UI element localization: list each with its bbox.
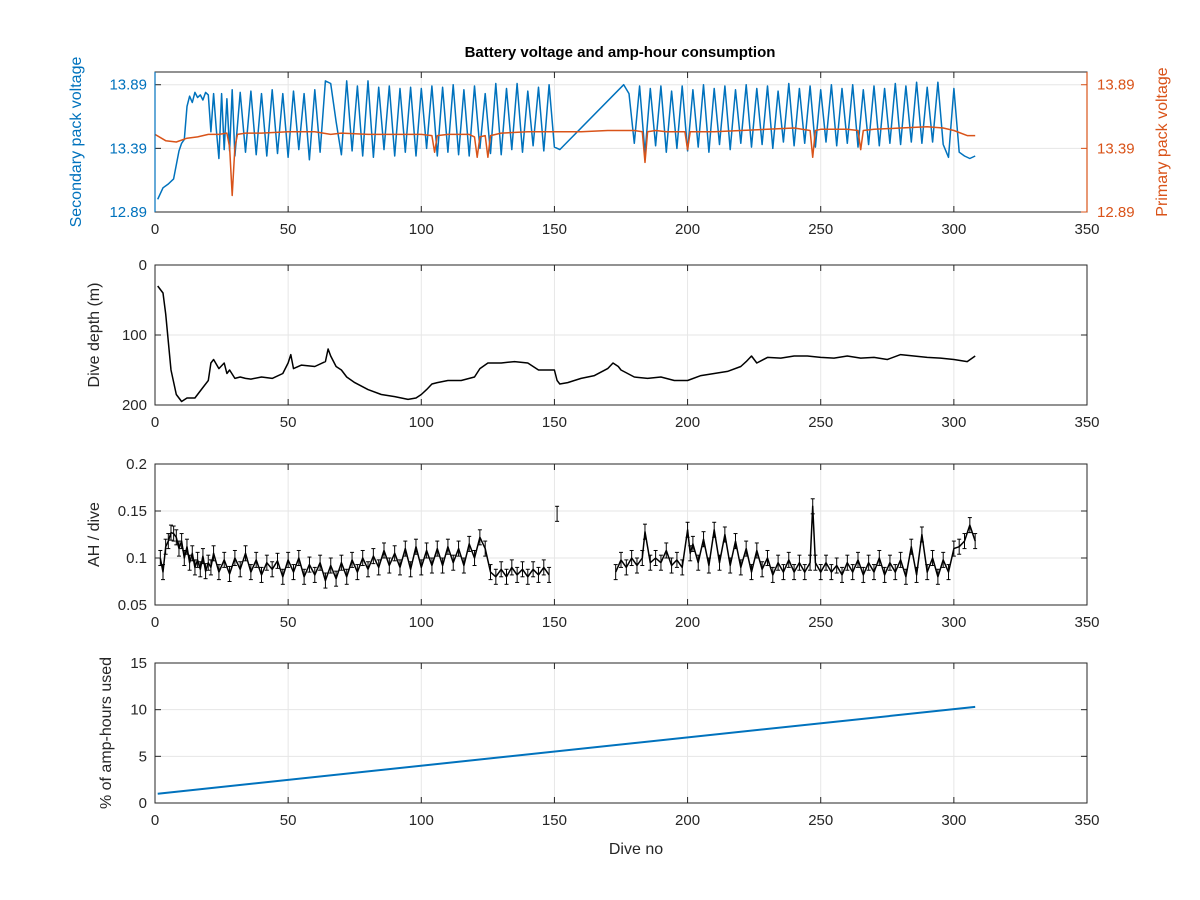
y-tick-label: 12.89 [109, 204, 147, 221]
x-tick-label: 350 [1074, 812, 1099, 829]
x-tick-label: 350 [1074, 414, 1099, 431]
x-tick-label: 100 [409, 812, 434, 829]
chart-title: Battery voltage and amp-hour consumption [465, 44, 776, 61]
x-tick-label: 150 [542, 221, 567, 238]
x-tick-label: 250 [808, 221, 833, 238]
plot-area [155, 663, 1087, 803]
subplots: 0 50 100 150 200 250 300 35012.8913.3913.8912.8… [68, 57, 1171, 858]
series-1 [157, 80, 976, 200]
axes-box [154, 662, 1088, 804]
y-axis-label: Dive depth (m) [86, 283, 103, 388]
y-tick-label: 0.15 [118, 503, 147, 520]
y-tick-label: 0 [139, 257, 147, 274]
x-tick-label: 200 [675, 614, 700, 631]
x-tick-label: 200 [675, 414, 700, 431]
y-axis-label: AH / dive [86, 502, 103, 567]
y-axis-label: % of amp-hours used [98, 657, 115, 809]
x-tick-label: 0 [151, 812, 159, 829]
x-tick-label: 150 [542, 414, 567, 431]
y-tick-label: 0.2 [126, 456, 147, 473]
series-line [155, 125, 976, 197]
series-line [157, 705, 976, 795]
x-tick-label: 300 [941, 614, 966, 631]
x-tick-label: 300 [941, 414, 966, 431]
y-tick-label: 15 [130, 655, 147, 672]
x-tick-label: 250 [808, 812, 833, 829]
x-tick-label: 300 [941, 812, 966, 829]
x-tick-label: 50 [280, 812, 297, 829]
y-tick-label: 0.05 [118, 597, 147, 614]
series-1 [158, 498, 978, 589]
y-tick-label-right: 13.89 [1097, 77, 1135, 94]
y-tick-label: 200 [122, 397, 147, 414]
x-axis-label: Dive no [609, 841, 663, 858]
y-axis-label: Secondary pack voltage [68, 57, 85, 228]
series-line [157, 80, 976, 200]
x-tick-label: 150 [542, 812, 567, 829]
y-tick-label: 13.39 [109, 140, 147, 157]
subplot-4: 0 50 100 150 200 250 300 350 0 5 10 15 % of amp-hour… [98, 655, 1100, 858]
y-tick-label: 13.89 [109, 77, 147, 94]
y-tick-label: 10 [130, 702, 147, 719]
series-line [157, 285, 976, 403]
y-axis-label-right: Primary pack voltage [1154, 67, 1171, 216]
series-1 [157, 285, 976, 403]
x-tick-label: 350 [1074, 221, 1099, 238]
x-tick-label: 250 [808, 414, 833, 431]
x-tick-label: 50 [280, 614, 297, 631]
y-tick-label: 5 [139, 748, 147, 765]
y-tick-label: 0.1 [126, 550, 147, 567]
y-tick-label: 100 [122, 327, 147, 344]
x-tick-label: 200 [675, 221, 700, 238]
x-tick-label: 250 [808, 614, 833, 631]
y-tick-label: 0 [139, 795, 147, 812]
subplot-3: 0 50 100 150 200 250 300 350 0.05 0.1 0.15 0.2 AH / … [86, 456, 1100, 631]
x-tick-label: 350 [1074, 614, 1099, 631]
x-tick-label: 100 [409, 221, 434, 238]
plot-area [155, 464, 1087, 605]
y-tick-label-right: 12.89 [1097, 204, 1135, 221]
axes-box [154, 463, 1088, 606]
x-tick-label: 100 [409, 414, 434, 431]
x-tick-label: 0 [151, 414, 159, 431]
y-tick-label-right: 13.39 [1097, 140, 1135, 157]
x-tick-label: 200 [675, 812, 700, 829]
x-tick-label: 0 [151, 614, 159, 631]
x-tick-label: 100 [409, 614, 434, 631]
x-tick-label: 0 [151, 221, 159, 238]
plot-area [155, 72, 1087, 212]
series-2 [155, 125, 976, 197]
subplot-1: 0 50 100 150 200 250 300 35012.8913.3913.8912.8… [68, 57, 1171, 238]
x-tick-label: 300 [941, 221, 966, 238]
x-tick-label: 50 [280, 414, 297, 431]
x-tick-label: 50 [280, 221, 297, 238]
x-tick-label: 150 [542, 614, 567, 631]
subplot-2: 0 50 100 150 200 250 300 350 0 100 200 Dive depth (… [86, 257, 1100, 431]
series-1 [157, 705, 976, 795]
